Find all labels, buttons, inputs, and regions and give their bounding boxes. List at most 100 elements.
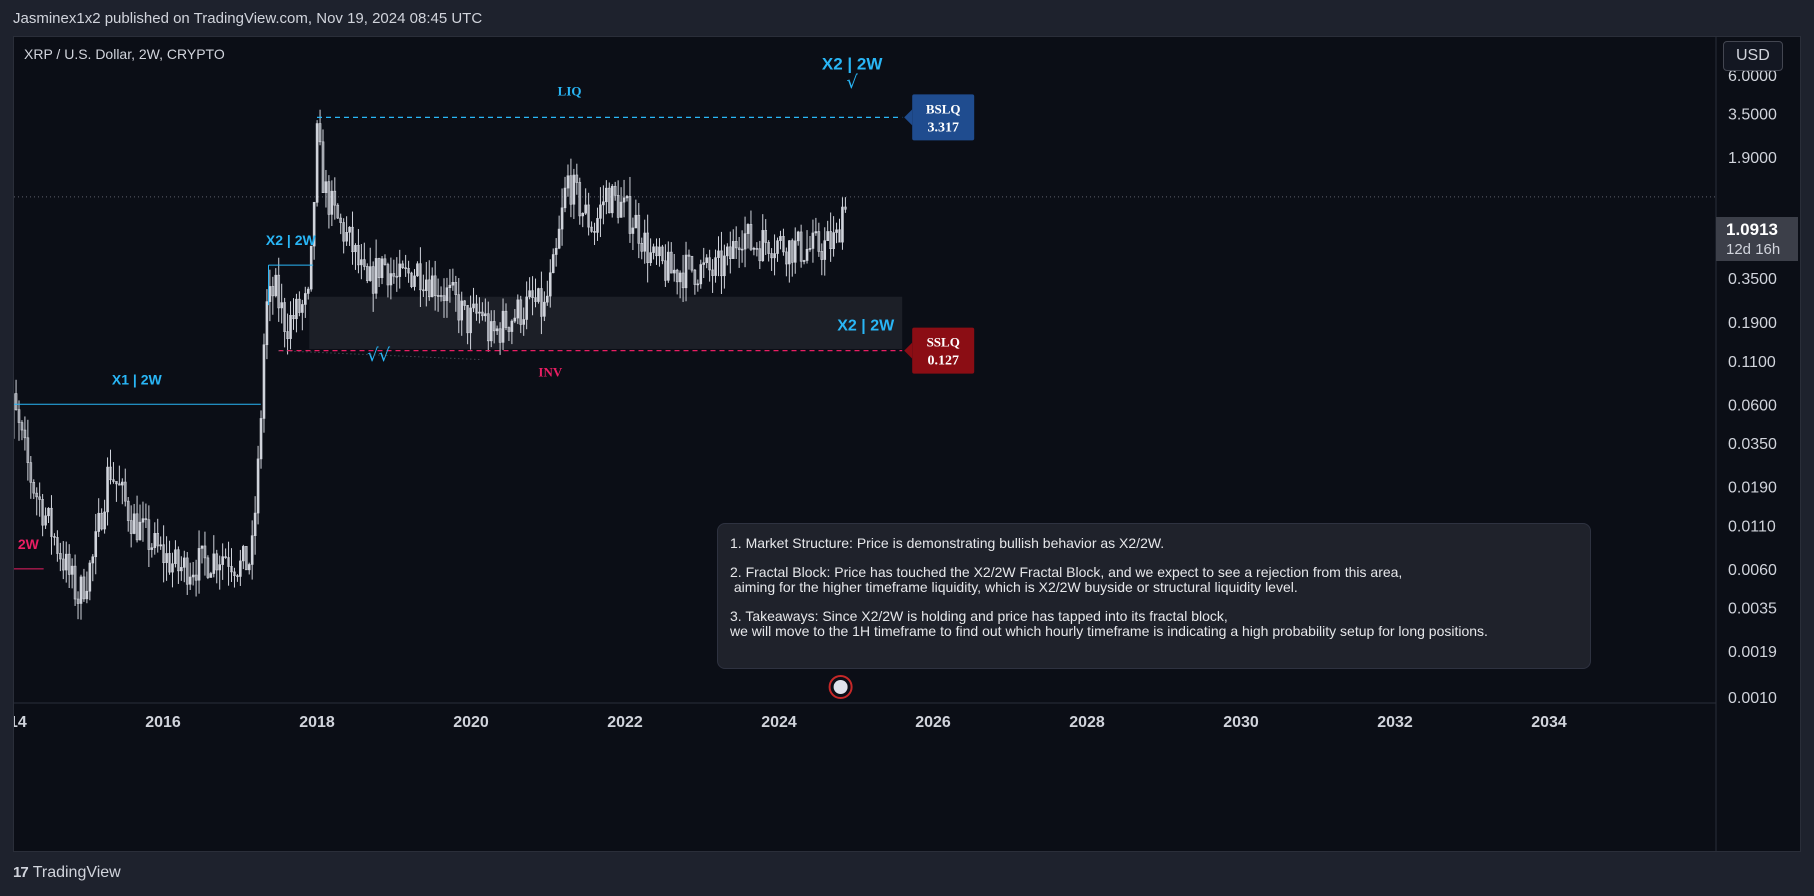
candle-body: [563, 187, 567, 209]
candle-body: [507, 327, 511, 332]
tradingview-brand: TradingView: [32, 864, 121, 881]
candle-body: [835, 229, 838, 233]
annotation-note[interactable]: 1. Market Structure: Price is demonstrat…: [717, 523, 1591, 669]
candle-body: [280, 302, 283, 309]
candle-body: [596, 218, 599, 233]
level-label: LIQ: [558, 83, 582, 98]
candle-body: [407, 268, 410, 274]
candle-body: [56, 537, 59, 554]
structure-label: 1 | 2W: [14, 536, 40, 552]
candle-body: [469, 307, 472, 334]
candle-body: [419, 263, 422, 291]
y-tick-label: 0.0010: [1728, 690, 1777, 707]
candle-body: [227, 557, 230, 567]
candle-body: [206, 557, 210, 578]
candle-body: [605, 187, 608, 203]
candle-body: [88, 562, 92, 592]
candle-body: [76, 598, 80, 604]
candle-body: [681, 272, 685, 289]
level-tag-title: BSLQ: [926, 101, 961, 116]
candle-body: [339, 217, 343, 223]
candle-body: [126, 500, 130, 521]
candle-body: [259, 418, 263, 460]
candle-body: [292, 315, 295, 320]
chart-panel[interactable]: 6.00003.50001.90000.60000.35000.19000.11…: [13, 36, 1801, 852]
candle-body: [817, 231, 821, 252]
x-tick-label: 2026: [915, 714, 951, 731]
candle-body: [315, 123, 319, 203]
candle-body: [247, 564, 251, 571]
candle-body: [380, 258, 384, 279]
y-tick-label: 0.1100: [1728, 354, 1776, 371]
tradingview-logo[interactable]: 17 TradingView: [13, 864, 121, 882]
x-tick-label: 2022: [607, 714, 643, 731]
candle-body: [731, 241, 735, 259]
level-tag: [912, 327, 975, 374]
candle-body: [782, 236, 785, 253]
candle-body: [53, 536, 56, 538]
candle-body: [327, 181, 331, 215]
candle-body: [268, 286, 272, 302]
candle-body: [451, 281, 455, 286]
candle-body: [811, 232, 815, 249]
candle-body: [489, 321, 493, 342]
candle-body: [174, 549, 177, 565]
candle-body: [324, 181, 328, 193]
candle-body: [551, 254, 555, 274]
candle-body: [363, 259, 366, 267]
candle-body: [625, 196, 629, 199]
candle-body: [79, 576, 83, 604]
candle-body: [100, 512, 103, 530]
candle-body: [484, 313, 487, 317]
candle-body: [572, 174, 576, 205]
candle-body: [123, 481, 127, 502]
candle-body: [593, 230, 596, 233]
candle-body: [286, 331, 289, 339]
candle-body: [655, 246, 658, 257]
candle-body: [758, 248, 762, 262]
candle-body: [64, 553, 68, 571]
candle-body: [221, 556, 224, 565]
candle-body: [788, 240, 791, 265]
y-tick-label: 0.0350: [1728, 436, 1777, 453]
candle-body: [728, 246, 732, 259]
candle-body: [336, 204, 340, 219]
candle-body: [805, 248, 809, 261]
publish-info: Jasminex1x2 published on TradingView.com…: [13, 10, 483, 27]
y-tick-label: 0.1900: [1728, 315, 1777, 332]
candle-body: [61, 558, 65, 571]
price-chart[interactable]: 6.00003.50001.90000.60000.35000.19000.11…: [14, 37, 1801, 852]
candle-body: [180, 567, 183, 572]
candle-body: [239, 560, 242, 577]
candle-body: [144, 518, 148, 521]
candle-body: [504, 310, 508, 328]
level-tag-value: 0.127: [927, 354, 959, 369]
candle-body: [203, 545, 207, 559]
candle-body: [383, 258, 387, 265]
candle-body: [708, 257, 711, 271]
candle-body: [687, 254, 691, 257]
candle-body: [309, 245, 313, 290]
candle-body: [374, 258, 378, 294]
candle-body: [330, 190, 334, 215]
candle-body: [799, 231, 803, 262]
candle-body: [442, 295, 446, 302]
candle-body: [233, 571, 236, 576]
candle-body: [714, 257, 717, 276]
candle-body: [26, 437, 30, 463]
candle-body: [368, 266, 372, 281]
candle-body: [445, 287, 449, 302]
top-bar: Jasminex1x2 published on TradingView.com…: [0, 0, 1814, 36]
candle-body: [522, 319, 525, 325]
candle-body: [661, 246, 664, 262]
candle-body: [820, 251, 824, 260]
candle-body: [365, 266, 369, 281]
currency-button[interactable]: USD: [1723, 41, 1783, 71]
candle-body: [492, 321, 496, 332]
candle-body: [70, 565, 74, 575]
bar-countdown: 12d 16h: [1726, 241, 1781, 258]
candle-body: [466, 305, 469, 334]
candle-body: [182, 557, 186, 568]
candle-body: [386, 264, 390, 286]
candle-body: [607, 187, 611, 214]
